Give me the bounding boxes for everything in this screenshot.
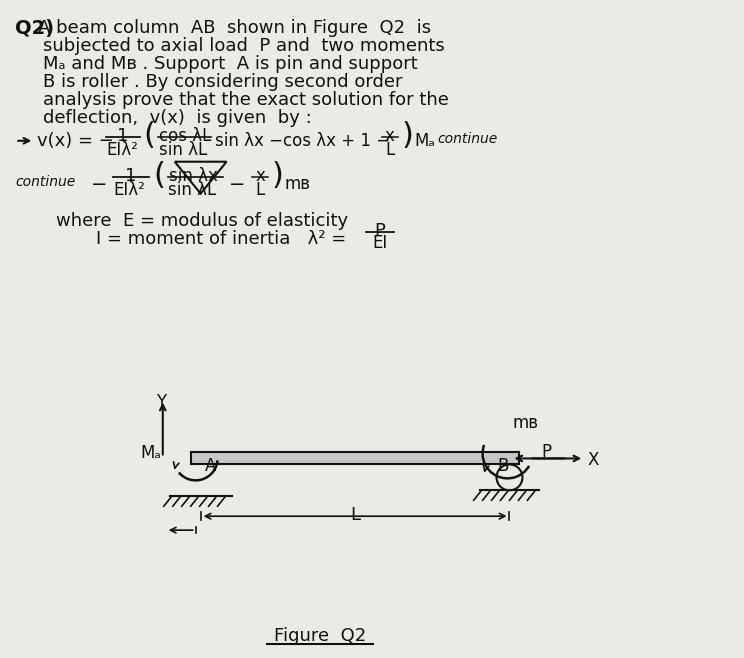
Text: subjected to axial load  P and  two moments: subjected to axial load P and two moment… (43, 38, 445, 55)
Text: −: − (228, 174, 245, 193)
Text: analysis prove that the exact solution for the: analysis prove that the exact solution f… (43, 91, 449, 109)
Text: sin λL: sin λL (167, 181, 216, 199)
Text: A: A (205, 457, 216, 476)
Text: EI: EI (372, 234, 388, 253)
Text: continue: continue (16, 174, 76, 189)
Text: 1: 1 (118, 127, 129, 145)
Text: L: L (385, 141, 394, 159)
Text: Mₐ: Mₐ (415, 132, 436, 150)
Text: ): ) (272, 161, 283, 190)
Text: Figure  Q2: Figure Q2 (274, 626, 366, 645)
Bar (190, 453, 519, 465)
Text: EIλ²: EIλ² (113, 181, 145, 199)
Text: P: P (542, 443, 551, 461)
Text: (: ( (154, 161, 166, 190)
Text: deflection,  v(x)  is given  by :: deflection, v(x) is given by : (43, 109, 312, 127)
Text: mʙ: mʙ (513, 414, 539, 432)
Text: 1: 1 (125, 166, 137, 185)
Text: x: x (385, 127, 395, 145)
Text: X: X (587, 451, 599, 469)
Text: A beam column  AB  shown in Figure  Q2  is: A beam column AB shown in Figure Q2 is (16, 19, 432, 38)
Text: I = moment of inertia   λ² =: I = moment of inertia λ² = (96, 230, 346, 249)
Text: L: L (350, 506, 360, 524)
Text: Mₐ and Mʙ . Support  A is pin and support: Mₐ and Mʙ . Support A is pin and support (43, 55, 418, 73)
Text: where  E = modulus of elasticity: where E = modulus of elasticity (57, 213, 348, 230)
Text: v(x) = −: v(x) = − (37, 132, 114, 150)
Text: −: − (91, 174, 107, 193)
Text: Q2): Q2) (16, 19, 54, 38)
Text: x: x (255, 166, 266, 185)
Text: (: ( (144, 121, 155, 150)
Text: mʙ: mʙ (284, 174, 310, 193)
Text: Mₐ: Mₐ (141, 443, 161, 461)
Text: continue: continue (437, 132, 498, 146)
Text: sin λL: sin λL (158, 141, 207, 159)
Text: P: P (374, 222, 385, 240)
Text: B is roller . By considering second order: B is roller . By considering second orde… (43, 73, 403, 91)
Text: Y: Y (155, 393, 166, 411)
Text: cos λL: cos λL (158, 127, 211, 145)
Text: sin λx: sin λx (169, 166, 218, 185)
Text: L: L (256, 181, 265, 199)
Text: B: B (498, 457, 509, 476)
Text: ): ) (402, 121, 414, 150)
Text: EIλ²: EIλ² (106, 141, 138, 159)
Text: sin λx −cos λx + 1 −: sin λx −cos λx + 1 − (214, 132, 390, 150)
